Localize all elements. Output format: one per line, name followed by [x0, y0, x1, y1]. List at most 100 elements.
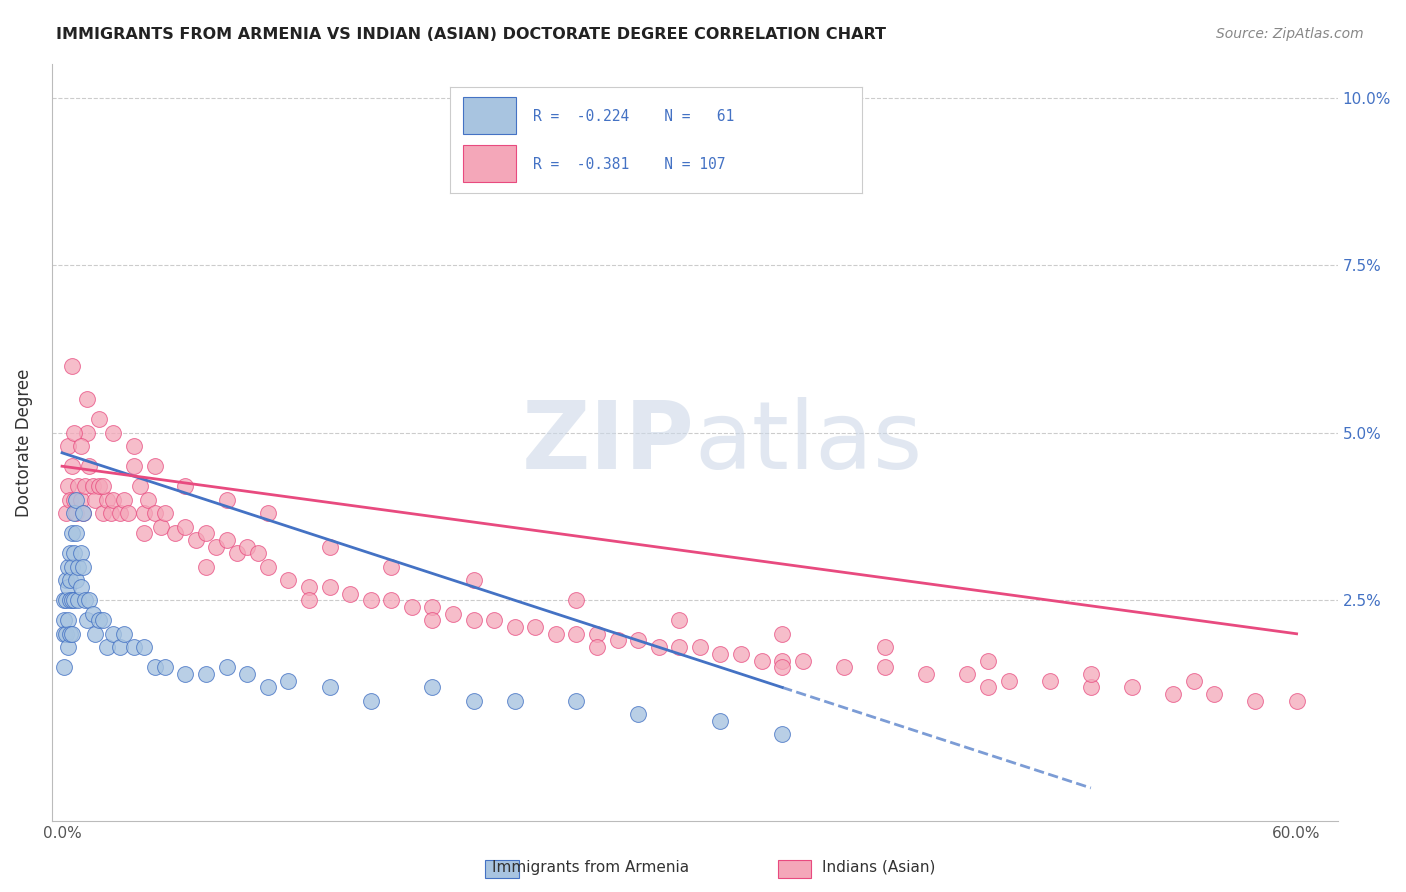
Point — [770, 727, 793, 741]
Point — [60, 559, 83, 574]
Point — [96, 640, 118, 655]
Point — [69, 580, 91, 594]
Point — [977, 681, 1000, 695]
Point — [915, 667, 938, 681]
Point — [69, 492, 91, 507]
Point — [100, 506, 122, 520]
Point — [63, 506, 86, 520]
Point — [482, 613, 505, 627]
Point — [60, 593, 83, 607]
Point — [360, 694, 382, 708]
Point — [76, 425, 98, 440]
Point — [770, 627, 793, 641]
Point — [503, 620, 526, 634]
Point — [77, 459, 100, 474]
Point — [72, 506, 94, 520]
Point — [59, 593, 82, 607]
Point — [84, 627, 107, 641]
Point — [236, 540, 259, 554]
Point — [72, 506, 94, 520]
Point — [174, 479, 197, 493]
Point — [58, 479, 80, 493]
Point — [875, 640, 897, 655]
Point — [103, 425, 125, 440]
Point — [96, 492, 118, 507]
Point — [236, 667, 259, 681]
Point — [226, 546, 249, 560]
Point — [67, 593, 90, 607]
Point — [67, 479, 90, 493]
Point — [565, 627, 588, 641]
Point — [60, 459, 83, 474]
Point — [422, 599, 444, 614]
Point — [318, 540, 340, 554]
Point — [53, 660, 76, 674]
Point — [215, 533, 238, 547]
Point — [58, 559, 80, 574]
Point — [832, 660, 855, 674]
Point — [58, 580, 80, 594]
Point — [91, 613, 114, 627]
Point — [67, 559, 90, 574]
Point — [112, 627, 135, 641]
Point — [360, 593, 382, 607]
Point — [87, 613, 110, 627]
Point — [65, 573, 87, 587]
Point — [586, 627, 609, 641]
Point — [65, 506, 87, 520]
Point — [770, 660, 793, 674]
Point — [134, 526, 156, 541]
Point — [298, 580, 321, 594]
Point — [339, 586, 361, 600]
Point — [134, 506, 156, 520]
Point — [55, 573, 77, 587]
Point — [1244, 694, 1267, 708]
Text: Immigrants from Armenia: Immigrants from Armenia — [492, 860, 689, 874]
Point — [422, 681, 444, 695]
Point — [215, 492, 238, 507]
Point — [122, 439, 145, 453]
Point — [668, 640, 690, 655]
Point — [108, 506, 131, 520]
Point — [380, 559, 402, 574]
Point — [195, 667, 218, 681]
Point — [441, 607, 464, 621]
Point — [82, 479, 104, 493]
Point — [143, 660, 166, 674]
Point — [184, 533, 207, 547]
Point — [59, 573, 82, 587]
Point — [72, 559, 94, 574]
Point — [58, 613, 80, 627]
Point — [215, 660, 238, 674]
Point — [380, 593, 402, 607]
Point — [76, 613, 98, 627]
Point — [69, 546, 91, 560]
Point — [55, 593, 77, 607]
Point — [59, 627, 82, 641]
Point — [792, 654, 814, 668]
Point — [59, 492, 82, 507]
Point — [103, 492, 125, 507]
Point — [165, 526, 187, 541]
Point — [1039, 673, 1062, 688]
Point — [770, 654, 793, 668]
Point — [627, 633, 650, 648]
Text: Indians (Asian): Indians (Asian) — [823, 860, 935, 874]
Point — [463, 694, 485, 708]
Point — [60, 627, 83, 641]
Point — [627, 707, 650, 722]
Point — [565, 694, 588, 708]
Point — [129, 479, 152, 493]
Point — [606, 633, 628, 648]
Point — [318, 580, 340, 594]
Point — [256, 506, 278, 520]
Point — [1080, 667, 1102, 681]
Point — [55, 627, 77, 641]
Point — [91, 506, 114, 520]
Point — [58, 439, 80, 453]
Point — [648, 640, 671, 655]
Point — [277, 673, 299, 688]
Text: atlas: atlas — [695, 397, 922, 489]
Text: ZIP: ZIP — [522, 397, 695, 489]
Point — [117, 506, 139, 520]
